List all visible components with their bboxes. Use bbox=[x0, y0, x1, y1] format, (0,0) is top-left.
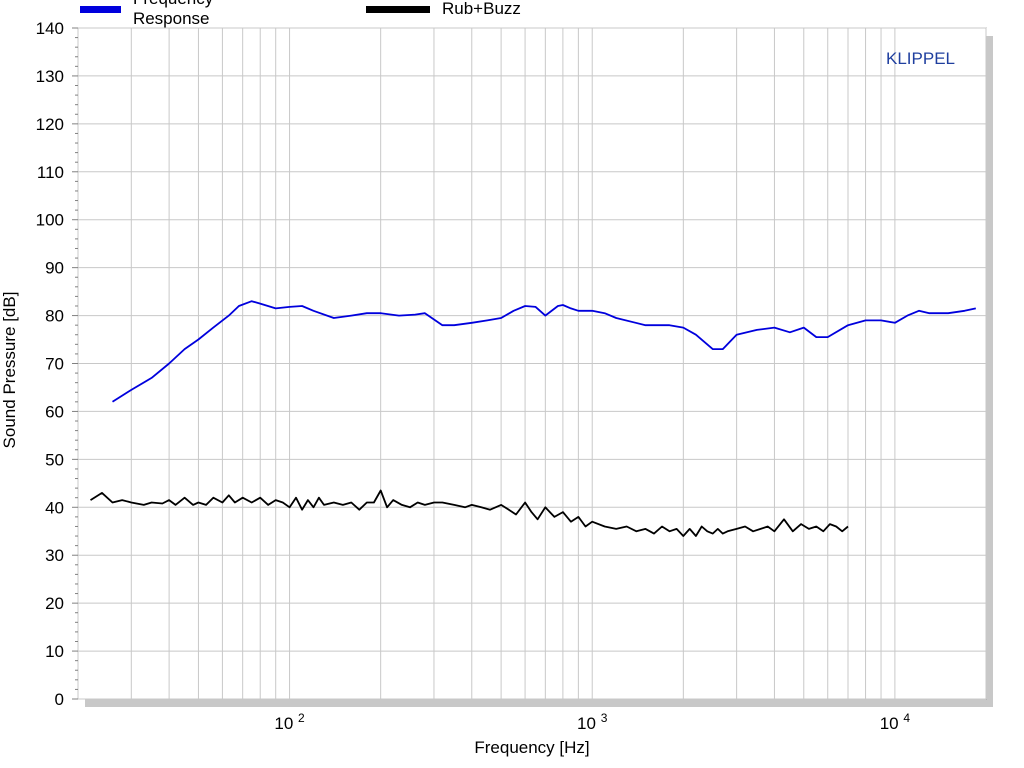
y-tick-label: 130 bbox=[36, 67, 64, 86]
y-tick-label: 0 bbox=[55, 690, 64, 709]
y-tick-label: 80 bbox=[45, 307, 64, 326]
series-line-rub-buzz bbox=[90, 489, 849, 537]
y-tick-label: 70 bbox=[45, 355, 64, 374]
y-axis-label: Sound Pressure [dB] bbox=[0, 291, 19, 449]
y-tick-label: 120 bbox=[36, 115, 64, 134]
y-tick-label: 140 bbox=[36, 19, 64, 38]
y-tick-label: 20 bbox=[45, 594, 64, 613]
y-tick-label: 30 bbox=[45, 546, 64, 565]
x-axis-label: Frequency [Hz] bbox=[474, 738, 590, 757]
y-tick-label: 110 bbox=[37, 163, 64, 182]
y-axis: 0 10 20 30 40 50 60 70 80 90 100 110 120 130 140 bbox=[36, 19, 78, 709]
y-tick-label: 100 bbox=[36, 211, 64, 230]
legend-item-rub-buzz: Rub+Buzz bbox=[366, 0, 521, 18]
y-tick-label: 50 bbox=[45, 450, 64, 469]
y-tick-label: 40 bbox=[45, 498, 64, 517]
series-group bbox=[90, 300, 976, 537]
grid bbox=[77, 27, 987, 700]
legend-swatch-rub-buzz bbox=[366, 5, 430, 13]
y-tick-label: 90 bbox=[45, 259, 64, 278]
x-axis: 10 2 10 3 10 4 bbox=[274, 711, 910, 733]
x-tick-label: 10 4 bbox=[880, 711, 911, 733]
legend-label-frequency-response: Frequency Response bbox=[132, 0, 213, 28]
y-tick-label: 60 bbox=[45, 402, 64, 421]
klippel-watermark: KLIPPEL bbox=[886, 49, 955, 68]
y-tick-label: 10 bbox=[45, 642, 64, 661]
legend-swatch-frequency-response bbox=[80, 5, 121, 13]
legend-label-rub-buzz: Rub+Buzz bbox=[442, 0, 521, 18]
legend-item-frequency-response: Frequency Response bbox=[80, 0, 236, 28]
series-line-frequency-response bbox=[112, 300, 976, 403]
x-tick-label: 10 3 bbox=[577, 711, 608, 733]
x-tick-label: 10 2 bbox=[274, 711, 305, 733]
